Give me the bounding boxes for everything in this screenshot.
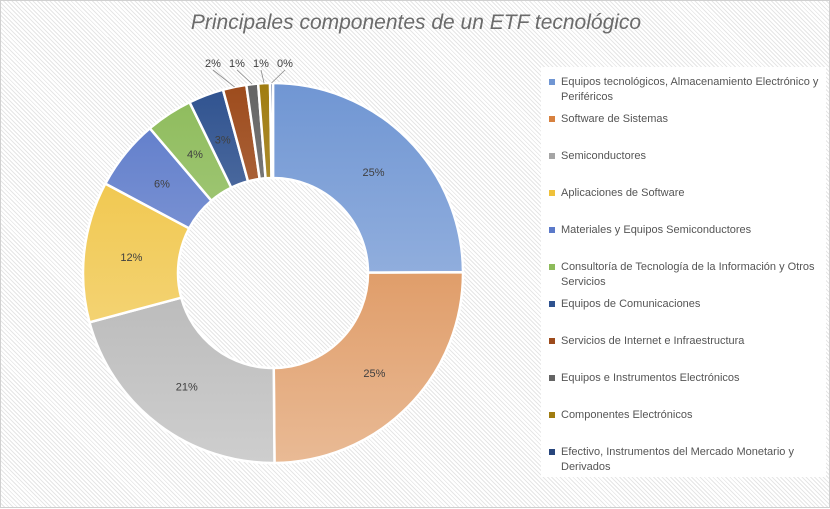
legend-label: Consultoría de Tecnología de la Informac… [561,261,815,288]
legend-swatch [549,264,555,270]
leader-line [260,69,265,84]
legend-item: Consultoría de Tecnología de la Informac… [549,260,830,290]
donut-slice [271,81,465,274]
data-label: 25% [363,167,385,179]
donut-slice [272,271,465,465]
donut-slice [87,296,276,465]
legend-swatch [549,375,555,381]
legend-item: Aplicaciones de Software [549,186,830,201]
legend-label: Equipos e Instrumentos Electrónicos [561,372,740,384]
legend-swatch [549,412,555,418]
legend-label: Efectivo, Instrumentos del Mercado Monet… [561,446,794,473]
data-label: 4% [187,149,203,161]
legend-swatch [549,449,555,455]
legend-label: Software de Sistemas [561,113,668,125]
legend-swatch [549,301,555,307]
legend-item: Componentes Electrónicos [549,408,830,423]
legend-label: Equipos tecnológicos, Almacenamiento Ele… [561,76,819,103]
data-label: 25% [363,368,385,380]
legend-item: Equipos e Instrumentos Electrónicos [549,371,830,386]
legend-item: Efectivo, Instrumentos del Mercado Monet… [549,445,830,475]
data-label: 12% [120,252,142,264]
donut-slice [268,81,275,180]
legend-label: Semiconductores [561,150,646,162]
leader-line [212,69,235,88]
legend-item: Materiales y Equipos Semiconductores [549,223,830,238]
data-label: 0% [277,58,293,70]
legend-swatch [549,153,555,159]
legend-item: Equipos tecnológicos, Almacenamiento Ele… [549,75,830,105]
data-label: 1% [229,58,245,70]
chart-title: Principales componentes de un ETF tecnol… [190,11,642,34]
legend-swatch [549,116,555,122]
legend-label: Equipos de Comunicaciones [561,298,701,310]
legend-label: Servicios de Internet e Infraestructura [561,335,745,347]
data-label: 1% [253,58,269,70]
legend-label: Materiales y Equipos Semiconductores [561,224,752,236]
leader-line [236,69,253,85]
legend-item: Equipos de Comunicaciones [549,297,830,312]
legend-swatch [549,227,555,233]
legend-label: Aplicaciones de Software [561,187,685,199]
donut-chart: 25% 25% 21% 12% 6% 4% 3% 2% 1% 1% 0% [81,58,465,465]
legend-item: Servicios de Internet e Infraestructura [549,334,830,349]
data-label: 21% [176,381,198,393]
data-label: 6% [154,179,170,191]
legend-item: Semiconductores [549,149,830,164]
legend-swatch [549,190,555,196]
legend-label: Componentes Electrónicos [561,409,693,421]
legend-swatch [549,338,555,344]
legend: Equipos tecnológicos, Almacenamiento Ele… [541,67,826,477]
leader-line [271,69,286,84]
data-label: 2% [205,58,221,70]
data-label: 3% [215,135,231,147]
legend-swatch [549,79,555,85]
legend-item: Software de Sistemas [549,112,830,127]
